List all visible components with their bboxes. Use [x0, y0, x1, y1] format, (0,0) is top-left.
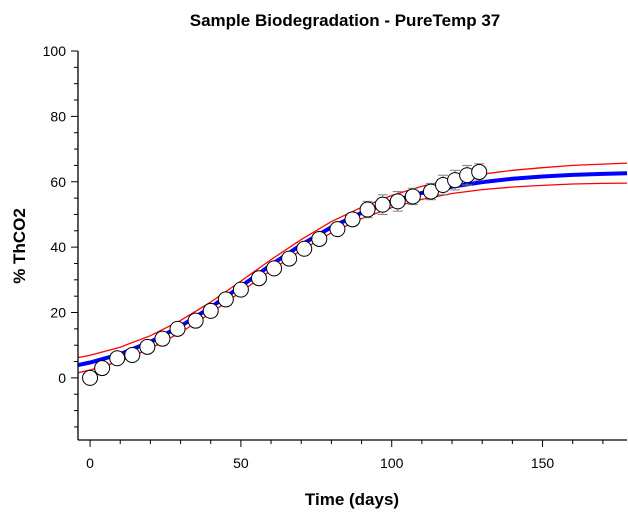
y-tick-label: 80 [50, 108, 66, 124]
data-point [217, 291, 234, 308]
data-point [250, 270, 267, 287]
data-point [281, 250, 298, 267]
x-tick-label: 100 [380, 455, 404, 471]
data-point [169, 320, 186, 337]
y-tick-label: 40 [50, 239, 66, 255]
data-points [82, 163, 488, 386]
data-point [187, 312, 204, 329]
data-point [296, 240, 313, 257]
data-point [154, 330, 171, 347]
x-tick-label: 0 [86, 455, 94, 471]
y-ticks: 0 20 40 60 80 100 [43, 43, 78, 428]
x-tick-label: 50 [233, 455, 249, 471]
upper-confidence-line [77, 162, 628, 359]
data-point [329, 221, 346, 238]
data-point [82, 369, 99, 386]
y-axis-label: % ThCO2 [10, 208, 29, 284]
axes: 0 50 100 150 0 20 40 60 80 100 [43, 43, 627, 471]
y-tick-label: 20 [50, 305, 66, 321]
y-tick-label: 60 [50, 174, 66, 190]
x-ticks: 0 50 100 150 [86, 440, 604, 471]
data-point [311, 230, 328, 247]
plot-area [77, 162, 628, 386]
data-point [232, 281, 249, 298]
y-tick-label: 0 [58, 370, 66, 386]
x-axis-label: Time (days) [305, 490, 399, 509]
lower-confidence-line [77, 182, 628, 374]
chart-title: Sample Biodegradation - PureTemp 37 [190, 11, 500, 30]
data-point [266, 260, 283, 277]
y-tick-label: 100 [43, 43, 67, 59]
data-point [344, 211, 361, 228]
data-point [471, 163, 488, 180]
data-point [404, 188, 421, 205]
data-point [94, 360, 111, 377]
x-tick-label: 150 [531, 455, 555, 471]
data-point [389, 193, 406, 210]
data-point [109, 350, 126, 367]
data-point [124, 347, 141, 364]
data-point [202, 302, 219, 319]
data-point [374, 196, 391, 213]
data-point [359, 201, 376, 218]
data-point [139, 338, 156, 355]
